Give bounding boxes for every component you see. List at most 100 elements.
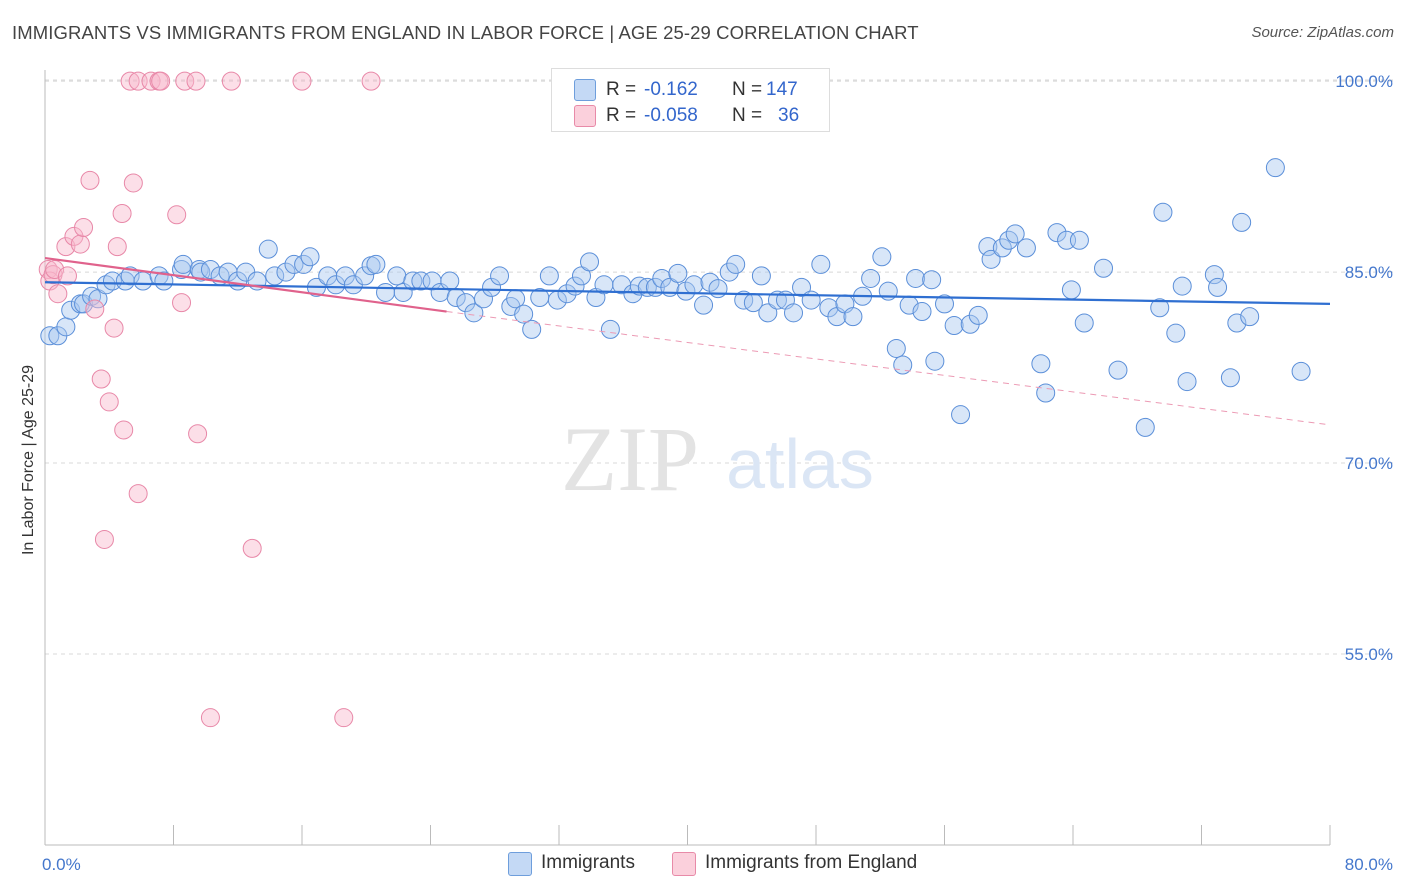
immigrants-point (1031, 354, 1051, 374)
immigrants-point (403, 271, 423, 291)
immigrants-point (758, 303, 778, 323)
immigrants-point (490, 266, 510, 286)
england-points (38, 71, 381, 728)
immigrants-point (40, 326, 60, 346)
immigrants-point (1108, 360, 1128, 380)
immigrants-point (173, 254, 193, 274)
bottom-legend-label-immigrants: Immigrants (541, 852, 635, 873)
immigrants-point (1061, 280, 1081, 300)
immigrants-point (366, 254, 386, 274)
immigrants-point (1153, 202, 1173, 222)
immigrants-point (1232, 212, 1252, 232)
immigrants-point (1069, 230, 1089, 250)
england-point (114, 420, 134, 440)
immigrants-point (1074, 313, 1094, 333)
immigrants-point (580, 252, 600, 272)
england-point (167, 205, 187, 225)
immigrants-point (440, 271, 460, 291)
immigrants-point (944, 316, 964, 336)
immigrants-point (668, 263, 688, 283)
england-point (151, 71, 171, 91)
immigrants-point (355, 266, 375, 286)
immigrants-point (464, 303, 484, 323)
immigrants-point (1240, 307, 1260, 327)
legend-r-label: R = (606, 105, 637, 126)
england-point (175, 71, 195, 91)
immigrants-point (482, 277, 502, 297)
england-point (107, 237, 127, 257)
immigrants-point (861, 268, 881, 288)
immigrants-points (40, 158, 1311, 437)
england-point (188, 424, 208, 444)
immigrants-point (1150, 298, 1170, 318)
immigrants-point (684, 275, 704, 295)
immigrants-point (1166, 323, 1186, 343)
immigrants-point (276, 262, 296, 282)
immigrants-point (258, 239, 278, 259)
immigrants-point (1135, 417, 1155, 437)
immigrants-point (623, 284, 643, 304)
immigrants-point (294, 254, 314, 274)
england-point (112, 204, 132, 224)
immigrants-point (1220, 368, 1240, 388)
immigrants-point (726, 254, 746, 274)
england-point (242, 538, 262, 558)
england-point (186, 71, 206, 91)
x-tick-label: 80.0% (1345, 855, 1393, 874)
legend-swatch-england (574, 105, 596, 127)
immigrants-point (1005, 224, 1025, 244)
england-point (104, 318, 124, 338)
immigrants-point (784, 303, 804, 323)
immigrants-point (978, 237, 998, 257)
immigrants-point (514, 304, 534, 324)
bottom-legend-swatch-england (672, 852, 696, 876)
legend-swatch-immigrants (574, 79, 596, 101)
england-point (94, 529, 114, 549)
immigrants-point (700, 272, 720, 292)
immigrants-point (539, 266, 559, 286)
immigrants-point (411, 271, 431, 291)
immigrants-point (133, 271, 153, 291)
england-point (56, 237, 76, 257)
immigrants-point (872, 247, 892, 267)
axes (44, 70, 1331, 846)
legend: R = -0.162 N = 147 R = -0.058 N = 36 (551, 68, 830, 132)
immigrants-point (1016, 238, 1036, 258)
england-point (172, 293, 192, 313)
england-point (221, 71, 241, 91)
immigrants-point (981, 249, 1001, 269)
chart-title: IMMIGRANTS VS IMMIGRANTS FROM ENGLAND IN… (12, 22, 919, 43)
watermark: ZIP atlas (561, 408, 874, 510)
immigrants-point (935, 294, 954, 314)
england-point (91, 369, 111, 389)
immigrants-point (1047, 223, 1067, 243)
immigrants-point (811, 254, 831, 274)
immigrants-point (74, 294, 94, 314)
england-point (123, 173, 143, 193)
immigrants-point (1177, 372, 1197, 392)
england-point (141, 71, 161, 91)
legend-n-label: N = (732, 79, 763, 100)
x-tick-labels: 0.0% 80.0% (42, 855, 1393, 874)
england-point (74, 218, 94, 238)
y-tick-label: 55.0% (1345, 645, 1393, 664)
england-point (200, 708, 220, 728)
y-tick-label: 100.0% (1335, 72, 1393, 91)
immigrants-point (912, 302, 932, 322)
immigrants-point (694, 295, 714, 315)
watermark-atlas: atlas (726, 425, 874, 503)
immigrants-point (719, 262, 739, 282)
england-trend-line (44, 256, 447, 313)
immigrants-point (120, 266, 140, 286)
immigrants-point (792, 277, 812, 297)
immigrants-point (951, 405, 971, 425)
england-point (80, 170, 100, 190)
immigrants-point (1204, 265, 1224, 285)
y-axis-title: In Labor Force | Age 25-29 (20, 365, 37, 555)
bottom-legend-swatch-immigrants (508, 852, 532, 876)
immigrants-point (387, 266, 407, 286)
immigrants-point (801, 290, 821, 310)
immigrants-point (886, 338, 906, 358)
y-tick-labels: 55.0% 70.0% 85.0% 100.0% (1335, 72, 1393, 664)
